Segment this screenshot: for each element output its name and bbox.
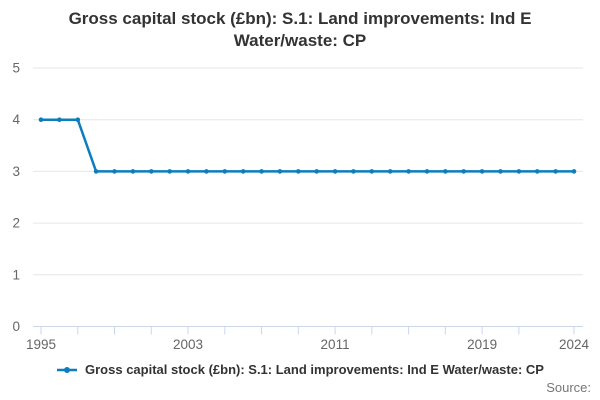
data-point-marker xyxy=(112,169,117,174)
data-point-marker xyxy=(38,117,44,122)
data-point-marker xyxy=(424,169,430,174)
data-point-marker xyxy=(222,169,228,174)
chart-title: Gross capital stock (£bn): S.1: Land imp… xyxy=(0,8,600,52)
data-point-marker xyxy=(571,169,577,174)
data-point-marker xyxy=(332,169,338,174)
data-point-marker xyxy=(406,169,411,174)
data-point-marker xyxy=(351,169,356,174)
data-point-marker xyxy=(498,169,503,174)
y-axis-label: 4 xyxy=(12,112,20,127)
x-axis-label: 2024 xyxy=(559,337,590,352)
data-point-marker xyxy=(296,169,301,174)
data-point-marker xyxy=(130,169,136,174)
data-point-marker xyxy=(314,169,320,174)
data-point-marker xyxy=(369,169,375,174)
data-point-marker xyxy=(204,169,209,174)
data-point-marker xyxy=(387,169,393,174)
source-label: Source: xyxy=(546,380,591,395)
x-axis-label: 1995 xyxy=(26,337,56,352)
y-axis-label: 2 xyxy=(12,216,20,231)
data-point-marker xyxy=(277,169,283,174)
data-point-marker xyxy=(443,169,448,174)
y-axis-label: 5 xyxy=(12,61,20,76)
chart-title-line1: Gross capital stock (£bn): S.1: Land imp… xyxy=(68,9,532,28)
legend-label: Gross capital stock (£bn): S.1: Land imp… xyxy=(85,362,544,377)
y-axis-label: 0 xyxy=(12,319,20,334)
data-point-marker xyxy=(553,169,558,174)
data-point-marker xyxy=(461,169,467,174)
data-point-marker xyxy=(534,169,540,174)
data-point-marker xyxy=(93,169,99,174)
data-point-marker xyxy=(259,169,264,174)
legend-item[interactable]: Gross capital stock (£bn): S.1: Land imp… xyxy=(0,362,600,377)
x-axis-label: 2011 xyxy=(321,337,350,352)
data-point-marker xyxy=(149,169,154,174)
y-axis-label: 1 xyxy=(12,267,20,282)
data-point-marker xyxy=(167,169,172,174)
data-point-marker xyxy=(185,169,191,174)
data-point-marker xyxy=(479,169,485,174)
data-point-marker xyxy=(240,169,246,174)
x-axis-label: 2003 xyxy=(173,337,203,352)
x-axis-label: 2019 xyxy=(467,337,497,352)
plot-area: 1995 2003 2011 2019 2024 0 1 2 3 4 5 xyxy=(12,61,590,353)
series-line xyxy=(41,118,574,173)
legend-series-marker-icon xyxy=(57,366,78,373)
data-point-marker xyxy=(75,117,81,122)
chart-title-line2: Water/waste: CP xyxy=(233,31,367,50)
data-point-marker xyxy=(57,117,62,122)
y-axis-label: 3 xyxy=(12,164,20,179)
data-point-marker xyxy=(516,169,522,174)
